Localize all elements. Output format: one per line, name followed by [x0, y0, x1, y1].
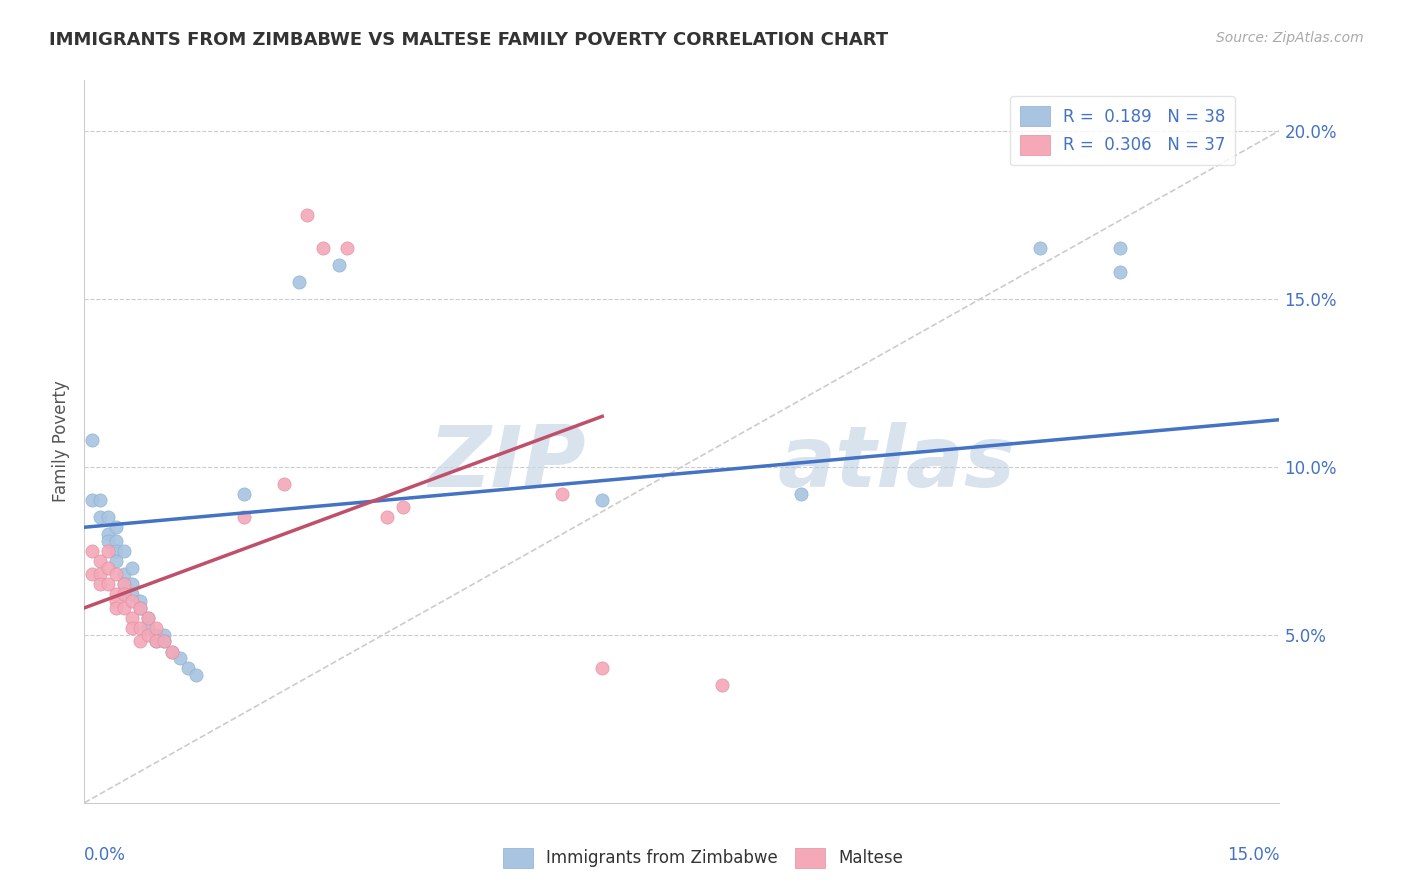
Point: [153, 634, 176, 648]
Point: [112, 600, 135, 615]
Text: Source: ZipAtlas.com: Source: ZipAtlas.com: [1216, 31, 1364, 45]
Point: [105, 554, 128, 568]
Text: ZIP: ZIP: [429, 422, 586, 505]
Point: [129, 600, 152, 615]
Point: [184, 668, 207, 682]
Point: [97, 560, 120, 574]
Point: [145, 634, 167, 648]
Point: [177, 661, 200, 675]
Point: [82, 493, 104, 508]
Point: [392, 500, 415, 514]
Point: [121, 577, 143, 591]
Point: [105, 594, 128, 608]
Point: [145, 628, 167, 642]
Text: IMMIGRANTS FROM ZIMBABWE VS MALTESE FAMILY POVERTY CORRELATION CHART: IMMIGRANTS FROM ZIMBABWE VS MALTESE FAMI…: [49, 31, 889, 49]
Point: [129, 634, 152, 648]
Text: 15.0%: 15.0%: [1227, 847, 1279, 864]
Point: [1029, 241, 1052, 255]
Point: [112, 577, 135, 591]
Point: [121, 594, 143, 608]
Point: [89, 510, 111, 524]
Point: [121, 621, 143, 635]
Point: [112, 587, 135, 601]
Point: [105, 567, 128, 582]
Point: [375, 510, 398, 524]
Point: [82, 433, 104, 447]
Point: [89, 567, 111, 582]
Point: [97, 533, 120, 548]
Point: [160, 644, 183, 658]
Point: [136, 628, 159, 642]
Point: [145, 621, 167, 635]
Point: [1109, 241, 1132, 255]
Point: [97, 577, 120, 591]
Point: [112, 543, 135, 558]
Point: [551, 486, 574, 500]
Point: [121, 587, 143, 601]
Point: [136, 611, 159, 625]
Point: [97, 543, 120, 558]
Point: [288, 275, 311, 289]
Point: [82, 543, 104, 558]
Point: [97, 510, 120, 524]
Point: [105, 533, 128, 548]
Legend: R =  0.189   N = 38, R =  0.306   N = 37: R = 0.189 N = 38, R = 0.306 N = 37: [1010, 95, 1236, 165]
Point: [97, 527, 120, 541]
Point: [105, 543, 128, 558]
Point: [232, 510, 254, 524]
Point: [121, 560, 143, 574]
Point: [710, 678, 733, 692]
Point: [312, 241, 335, 255]
Point: [232, 486, 254, 500]
Point: [136, 611, 159, 625]
Point: [336, 241, 359, 255]
Point: [112, 587, 135, 601]
Point: [129, 600, 152, 615]
Text: atlas: atlas: [778, 422, 1015, 505]
Point: [105, 520, 128, 534]
Point: [105, 587, 128, 601]
Point: [153, 634, 176, 648]
Y-axis label: Family Poverty: Family Poverty: [52, 381, 70, 502]
Point: [790, 486, 813, 500]
Point: [129, 594, 152, 608]
Point: [112, 567, 135, 582]
Legend: Immigrants from Zimbabwe, Maltese: Immigrants from Zimbabwe, Maltese: [496, 841, 910, 875]
Point: [591, 661, 613, 675]
Point: [89, 577, 111, 591]
Point: [82, 567, 104, 582]
Point: [153, 628, 176, 642]
Point: [297, 208, 319, 222]
Point: [328, 258, 350, 272]
Point: [169, 651, 191, 665]
Point: [136, 621, 159, 635]
Point: [129, 621, 152, 635]
Point: [273, 476, 295, 491]
Point: [105, 600, 128, 615]
Point: [1109, 265, 1132, 279]
Point: [121, 611, 143, 625]
Point: [591, 493, 613, 508]
Point: [145, 634, 167, 648]
Point: [89, 493, 111, 508]
Point: [89, 554, 111, 568]
Text: 0.0%: 0.0%: [84, 847, 127, 864]
Point: [112, 577, 135, 591]
Point: [160, 644, 183, 658]
